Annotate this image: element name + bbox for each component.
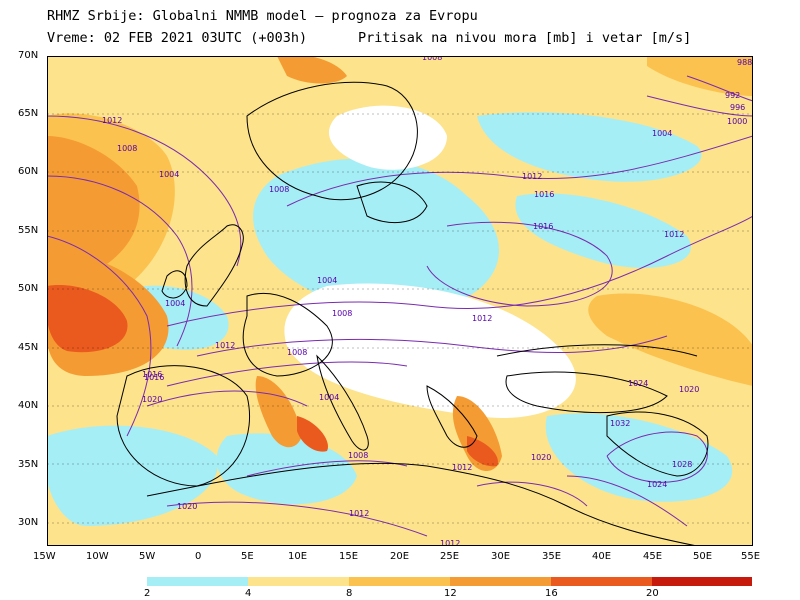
isobar-label: 1016 — [534, 190, 554, 199]
isobar-label: 1008 — [117, 144, 137, 153]
isobar-label: 1008 — [269, 185, 289, 194]
lon-label: 40E — [592, 551, 612, 562]
isobar-label: 1000 — [727, 117, 747, 126]
isobar-label: 1024 — [647, 480, 667, 489]
isobar-label: 1012 — [440, 539, 460, 546]
lon-label: 15W — [33, 551, 56, 562]
lon-label: 5W — [139, 551, 156, 562]
colorbar-segment — [147, 577, 248, 586]
lon-label: 55E — [741, 551, 761, 562]
isobar-label: 1008 — [348, 451, 368, 460]
isobar-label: 1004 — [652, 129, 672, 138]
isobar-label: 1016 — [144, 373, 164, 382]
lat-label: 60N — [18, 166, 39, 177]
lon-label: 30E — [491, 551, 511, 562]
lat-label: 65N — [18, 108, 39, 119]
lon-label: 35E — [542, 551, 562, 562]
isobar-label: 1020 — [142, 395, 162, 404]
isobar-label: 1004 — [159, 170, 179, 179]
weather-map: 1008 988 992 996 1000 1004 1012 1008 101… — [47, 56, 753, 546]
isobar-label: 1004 — [319, 393, 339, 402]
lon-label: 10E — [288, 551, 308, 562]
colorbar-segment — [652, 577, 752, 586]
isobar-label: 1032 — [610, 419, 630, 428]
map-frame — [47, 56, 753, 546]
map-title: RHMZ Srbije: Globalni NMMB model — progn… — [47, 8, 478, 24]
lon-label: 5E — [241, 551, 254, 562]
colorbar-label: 20 — [646, 588, 659, 599]
isobar-label: 1008 — [422, 56, 442, 62]
isobar-label: 1016 — [142, 370, 162, 379]
isobar-label: 1012 — [349, 509, 369, 518]
isobar-label: 1016 — [533, 222, 553, 231]
colorbar-label: 2 — [144, 588, 151, 599]
isobar-label: 1028 — [672, 460, 692, 469]
colorbar-label: 12 — [444, 588, 457, 599]
lon-label: 45E — [643, 551, 663, 562]
lat-label: 35N — [18, 459, 39, 470]
isobar-label: 1012 — [664, 230, 684, 239]
wind-colorbar — [147, 577, 752, 586]
isobar-label: 1008 — [332, 309, 352, 318]
isobar-label: 1012 — [215, 341, 235, 350]
colorbar-label: 4 — [245, 588, 252, 599]
colorbar-label: 8 — [346, 588, 353, 599]
lat-label: 55N — [18, 225, 39, 236]
isobar-label: 1012 — [522, 172, 542, 181]
lon-label: 10W — [86, 551, 109, 562]
colorbar-segment — [248, 577, 349, 586]
isobar-labels: 1008 988 992 996 1000 1004 1012 1008 101… — [102, 56, 752, 546]
lon-label: 20E — [390, 551, 410, 562]
lat-label: 50N — [18, 283, 39, 294]
map-subtitle: Pritisak na nivou mora [mb] i vetar [m/s… — [358, 30, 692, 46]
isobar-label: 1020 — [531, 453, 551, 462]
lat-label: 70N — [18, 50, 39, 61]
colorbar-segment — [349, 577, 450, 586]
isobar-label: 1012 — [452, 463, 472, 472]
lat-label: 40N — [18, 400, 39, 411]
lat-label: 30N — [18, 517, 39, 528]
isobar-label: 992 — [725, 91, 740, 100]
lon-label: 50E — [693, 551, 713, 562]
colorbar-segment — [450, 577, 551, 586]
lon-label: 15E — [339, 551, 359, 562]
isobar-label: 996 — [730, 103, 745, 112]
isobar-label: 988 — [737, 58, 752, 67]
isobar-label: 1012 — [472, 314, 492, 323]
coastlines — [116, 81, 709, 546]
colorbar-label: 16 — [545, 588, 558, 599]
isobar-label: 1008 — [287, 348, 307, 357]
colorbar-segment — [551, 577, 652, 586]
wind-shading — [47, 56, 753, 546]
isobar-label: 1012 — [102, 116, 122, 125]
lon-label: 0 — [195, 551, 202, 562]
forecast-time: Vreme: 02 FEB 2021 03UTC (+003h) — [47, 30, 308, 46]
isobars — [47, 75, 753, 537]
isobar-label: 1004 — [165, 299, 185, 308]
isobar-label: 1020 — [177, 502, 197, 511]
isobar-label: 1020 — [679, 385, 699, 394]
lon-label: 25E — [440, 551, 460, 562]
isobar-label: 1024 — [628, 379, 648, 388]
lat-label: 45N — [18, 342, 39, 353]
isobar-label: 1004 — [317, 276, 337, 285]
